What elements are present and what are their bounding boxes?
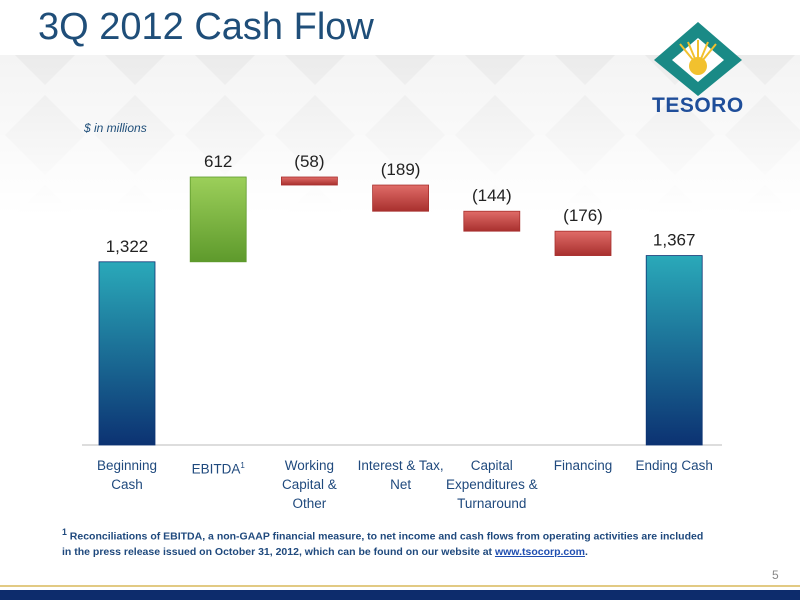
value-label: (189)	[381, 160, 421, 179]
bar	[189, 176, 247, 263]
value-label: (58)	[294, 152, 324, 171]
page-number: 5	[772, 568, 779, 582]
x-tick-label: EBITDA1	[178, 456, 258, 479]
bar	[463, 210, 521, 232]
footnote-link[interactable]: www.tsocorp.com	[494, 545, 586, 558]
bar	[280, 176, 338, 186]
value-label: (176)	[563, 206, 603, 225]
bar	[645, 255, 703, 446]
x-tick-label: Financing	[543, 456, 623, 475]
category-text: EBITDA	[191, 461, 241, 477]
bar	[98, 261, 156, 446]
footnote: 1 Reconciliations of EBITDA, a non-GAAP …	[62, 525, 712, 560]
footnote-text: Reconciliations of EBITDA, a non-GAAP fi…	[62, 530, 704, 558]
category-text: Financing	[553, 458, 613, 473]
value-label: 1,367	[653, 231, 696, 250]
subtitle: $ in millions	[84, 121, 147, 135]
logo-text: TESORO	[652, 94, 744, 117]
category-text: Beginning Cash	[96, 458, 158, 492]
category-text: Ending Cash	[635, 458, 713, 473]
footer-band	[0, 590, 800, 600]
slide-title: 3Q 2012 Cash Flow	[38, 6, 374, 48]
x-tick-label: Working Capital & Other	[277, 456, 341, 513]
category-text: Capital Expenditures & Turnaround	[446, 458, 538, 511]
x-tick-label: Capital Expenditures & Turnaround	[442, 456, 542, 513]
category-text: Working Capital & Other	[282, 458, 337, 511]
bar	[372, 184, 430, 212]
value-label: 612	[204, 152, 232, 171]
x-tick-label: Ending Cash	[634, 456, 714, 475]
x-tick-label: Beginning Cash	[95, 456, 159, 494]
footnote-marker: 1	[62, 527, 67, 537]
logo	[654, 22, 742, 96]
x-tick-label: Interest & Tax, Net	[351, 456, 451, 494]
value-label: 1,322	[106, 237, 149, 256]
value-label: (144)	[472, 186, 512, 205]
category-text: Interest & Tax, Net	[357, 458, 444, 492]
footnote-end: .	[585, 545, 588, 558]
bar	[554, 230, 612, 256]
footnote-ref: 1	[240, 461, 245, 470]
